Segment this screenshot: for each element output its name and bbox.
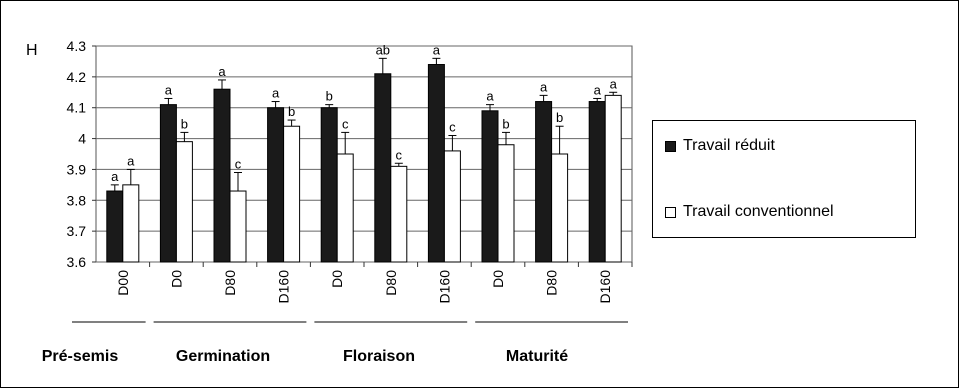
significance-letter-conventional: c xyxy=(396,147,403,162)
bar-reduced xyxy=(106,190,124,263)
legend-item-conventional: Travail conventionnel xyxy=(665,203,834,221)
legend-label-conventional: Travail conventionnel xyxy=(683,203,834,220)
significance-letter-reduced: a xyxy=(433,42,441,57)
bar-reduced xyxy=(267,107,285,263)
significance-letter-conventional: b xyxy=(556,110,563,125)
x-tick-label: D80 xyxy=(222,270,238,296)
bar-conventional xyxy=(175,141,193,263)
y-tick-label: 3.9 xyxy=(67,161,87,177)
x-tick-label: D160 xyxy=(276,270,292,304)
legend: Travail réduit Travail conventionnel xyxy=(652,120,916,238)
significance-letter-reduced: a xyxy=(540,79,548,94)
y-axis-label: H xyxy=(26,42,38,59)
bar-reduced xyxy=(374,73,392,263)
significance-letter-reduced: a xyxy=(486,89,494,104)
x-tick-label: D00 xyxy=(115,270,131,296)
bar-reduced xyxy=(481,110,499,263)
y-tick-label: 3.7 xyxy=(67,223,87,239)
bar-conventional xyxy=(336,153,354,263)
bar-conventional xyxy=(443,150,461,263)
x-tick-label: D160 xyxy=(436,270,452,304)
significance-letter-reduced: a xyxy=(218,64,226,79)
legend-label-reduced: Travail réduit xyxy=(683,137,775,154)
bar-reduced xyxy=(427,64,445,263)
stage-label-presemis: Pré-semis xyxy=(41,348,119,365)
y-tick-label: 4 xyxy=(78,131,86,147)
significance-letter-conventional: a xyxy=(127,153,135,168)
bar-conventional xyxy=(497,144,515,263)
legend-swatch-conventional xyxy=(665,206,676,218)
x-tick-label: D80 xyxy=(544,270,560,296)
significance-letter-reduced: ab xyxy=(376,42,390,57)
stage-label-floraison: Floraison xyxy=(342,348,416,365)
significance-letter-conventional: c xyxy=(235,157,242,172)
y-tick-label: 4.3 xyxy=(67,38,87,54)
bar-conventional xyxy=(122,184,140,263)
bar-reduced xyxy=(535,101,553,263)
bar-reduced xyxy=(588,101,606,263)
x-tick-label: D0 xyxy=(490,270,506,288)
y-tick-label: 3.8 xyxy=(67,192,87,208)
significance-letter-reduced: a xyxy=(272,86,280,101)
y-tick-label: 4.2 xyxy=(67,69,87,85)
y-tick-label: 3.6 xyxy=(67,254,87,270)
significance-letter-conventional: c xyxy=(449,119,456,134)
legend-item-reduced: Travail réduit xyxy=(665,137,775,155)
bar-conventional xyxy=(390,165,408,263)
bar-conventional xyxy=(551,153,569,263)
x-tick-label: D160 xyxy=(597,270,613,304)
bar-conventional xyxy=(283,125,301,263)
significance-letter-reduced: a xyxy=(594,82,602,97)
bar-reduced xyxy=(213,88,231,263)
significance-letter-conventional: a xyxy=(610,76,618,91)
stage-label-maturite: Maturité xyxy=(505,348,569,365)
y-tick-label: 4.1 xyxy=(67,100,87,116)
x-tick-label: D0 xyxy=(329,270,345,288)
bar-conventional xyxy=(604,94,622,263)
significance-letter-conventional: c xyxy=(342,116,349,131)
bar-reduced xyxy=(320,107,338,263)
significance-letter-conventional: b xyxy=(502,116,509,131)
significance-letter-reduced: b xyxy=(326,89,333,104)
x-tick-label: D80 xyxy=(383,270,399,296)
bar-reduced xyxy=(159,104,177,263)
stage-label-germination: Germination xyxy=(175,348,271,365)
significance-letter-reduced: a xyxy=(111,169,119,184)
significance-letter-conventional: b xyxy=(288,104,295,119)
significance-letter-reduced: a xyxy=(165,82,173,97)
legend-swatch-reduced xyxy=(665,140,676,152)
bar-conventional xyxy=(229,190,247,263)
x-tick-label: D0 xyxy=(168,270,184,288)
significance-letter-conventional: b xyxy=(181,116,188,131)
